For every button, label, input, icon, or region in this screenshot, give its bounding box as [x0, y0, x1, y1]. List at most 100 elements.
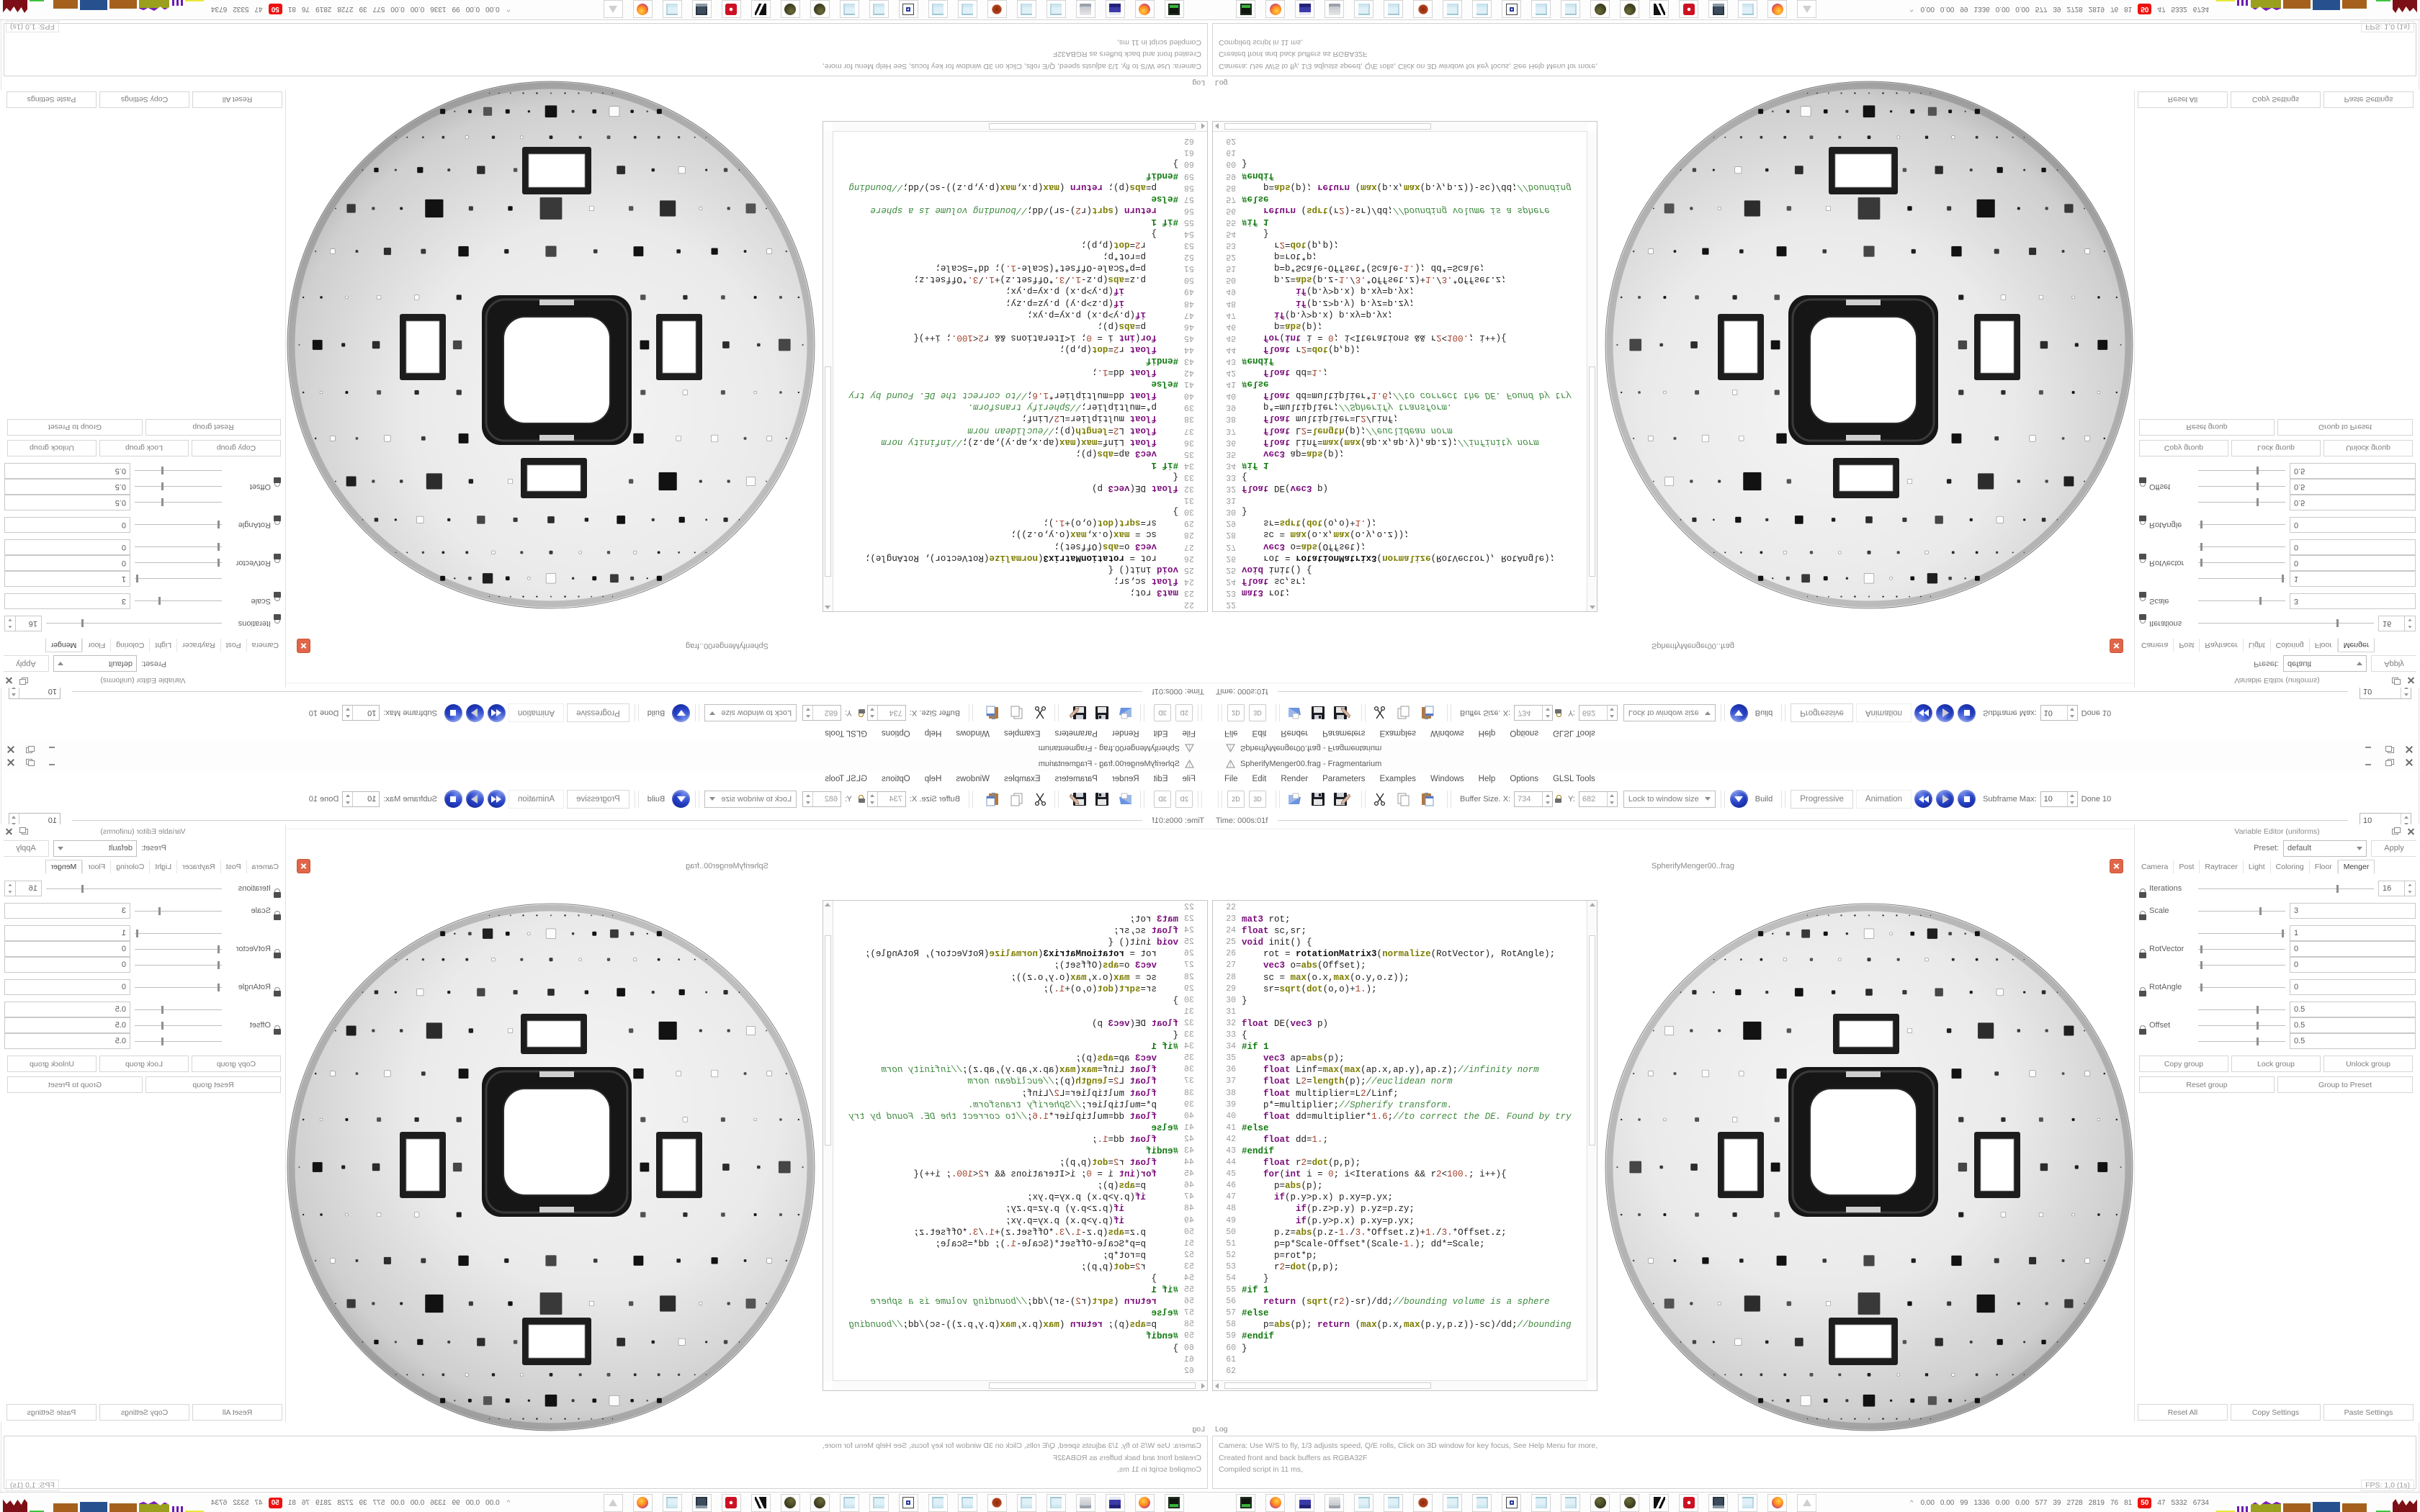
code-line[interactable]: 40 float dd=multiplier*1.6;//to correct …	[848, 1111, 1194, 1122]
code-line[interactable]: 30}	[1173, 995, 1194, 1006]
taskbar-item-moss-sphere-2[interactable]	[781, 0, 800, 19]
code-line[interactable]: 29 sr=sqrt(dot(o,o)+1.);	[1226, 984, 1377, 994]
taskbar-item-moss-sphere-2[interactable]	[1620, 1493, 1639, 1512]
slider-thumb[interactable]	[2257, 1022, 2259, 1030]
code-line[interactable]: 62	[1226, 1366, 1236, 1376]
restore-button[interactable]	[26, 758, 36, 767]
reset-group-button[interactable]: Reset group	[2139, 1076, 2275, 1093]
vscroll-thumb[interactable]	[1589, 366, 1595, 577]
menu-item-help[interactable]: Help	[924, 774, 942, 783]
code-line[interactable]: 47 if(p.y>p.x) p.xy=p.yx;	[1026, 309, 1194, 320]
scroll-up-icon[interactable]	[1590, 606, 1595, 609]
slider-thumb[interactable]	[2336, 885, 2339, 893]
save-as-icon[interactable]	[1069, 705, 1088, 722]
taskbar-item-firefox-2[interactable]	[633, 1493, 653, 1512]
taskbar-item-notepad[interactable]	[1738, 0, 1757, 19]
code-line[interactable]: 54 }	[1226, 228, 1269, 238]
code-line[interactable]: 35 vec3 ap=abs(p);	[1226, 448, 1345, 459]
toolbar-separator[interactable]	[1198, 704, 1202, 722]
code-line[interactable]: 44 float r2=dot(p,p);	[1059, 1158, 1194, 1169]
param-slider[interactable]	[2198, 1021, 2285, 1030]
slider-thumb[interactable]	[135, 930, 138, 937]
code-line[interactable]: 55 #if 1	[1226, 1285, 1269, 1296]
code-line[interactable]: 54 }	[1151, 1274, 1194, 1284]
buffer-y-spinner[interactable]	[1606, 706, 1617, 721]
param-spinner[interactable]	[4, 881, 15, 896]
lock-to-window-size-dropdown[interactable]: Lock to window size	[704, 790, 797, 808]
apply-button[interactable]: Apply	[4, 655, 49, 672]
tab-raytracer[interactable]: Raytracer	[2200, 639, 2244, 652]
taskbar-item-notepad[interactable]	[1384, 0, 1403, 19]
vscroll-thumb[interactable]	[825, 366, 831, 577]
code-line[interactable]: 33{	[1226, 471, 1247, 482]
taskbar-item-hw-monitor[interactable]	[1236, 1493, 1255, 1512]
cut-icon[interactable]	[1031, 791, 1049, 808]
code-line[interactable]: 54 }	[1151, 228, 1194, 238]
save-as-icon[interactable]	[1332, 705, 1351, 722]
code-line[interactable]: 42 float dd=1.;	[1226, 1134, 1329, 1145]
code-line[interactable]: 46 p=abs(p);	[1226, 320, 1323, 331]
code-line[interactable]: 48 if(p.z>p.y) p.yz=p.zy;	[1005, 1204, 1194, 1215]
tab-menger[interactable]: Menger	[45, 859, 83, 874]
copy-group-button[interactable]: Copy group	[192, 1056, 281, 1072]
param-value-input[interactable]: 0	[4, 539, 130, 555]
param-value-input[interactable]: 0.5	[4, 479, 130, 495]
code-line[interactable]: 34 #if 1	[1226, 459, 1269, 470]
param-value-input[interactable]: 0	[4, 941, 130, 957]
code-line[interactable]: 37 float L2=length(p);//euclidean norm	[1226, 1076, 1453, 1087]
param-value-input[interactable]: 1	[4, 571, 130, 587]
build-icon[interactable]	[672, 704, 691, 722]
panel-close-icon[interactable]	[2407, 677, 2415, 685]
save-icon[interactable]	[1309, 705, 1327, 722]
editor-vertical-scrollbar[interactable]	[823, 131, 833, 611]
code-line[interactable]: 28 sc = max(o.x,max(o.y,o.z));	[1010, 529, 1194, 540]
tab-camera[interactable]: Camera	[2136, 639, 2174, 652]
save-as-icon[interactable]	[1069, 791, 1088, 808]
play-button[interactable]	[1936, 704, 1955, 722]
tab-post[interactable]: Post	[2174, 639, 2200, 652]
restore-button[interactable]	[2384, 758, 2394, 767]
progressive-button[interactable]: Progressive	[1791, 703, 1853, 723]
slider-thumb[interactable]	[218, 559, 220, 567]
param-slider[interactable]	[135, 983, 222, 991]
code-line[interactable]: 62	[1184, 1366, 1194, 1376]
param-slider[interactable]	[2198, 1037, 2285, 1045]
reset-group-button[interactable]: Reset group	[2139, 419, 2275, 436]
code-editor[interactable]: 22 23 mat3 rot; 24 float sc,sr; 25 void init()…	[1212, 900, 1597, 1391]
taskbar-item-printer-doc[interactable]	[1076, 1493, 1095, 1512]
editor-horizontal-scrollbar[interactable]	[1213, 1380, 1587, 1390]
tab-menger[interactable]: Menger	[2337, 859, 2375, 874]
code-line[interactable]: 51 p=p*Scale-Offset*(Scale-1.); dd*=Scal…	[1226, 1238, 1485, 1249]
slider-thumb[interactable]	[161, 467, 163, 474]
progressive-button[interactable]: Progressive	[567, 789, 629, 809]
taskbar-item-firefox-2[interactable]	[633, 0, 653, 19]
tab-raytracer[interactable]: Raytracer	[176, 860, 220, 873]
slider-thumb[interactable]	[2259, 907, 2262, 915]
tab-coloring[interactable]: Coloring	[110, 639, 150, 652]
code-line[interactable]: 43 #endif	[1226, 356, 1275, 366]
code-line[interactable]: 36 float Linf=max(max(ap.x,ap.y),ap.z);/…	[1226, 436, 1539, 447]
buffer-x-input[interactable]: 734	[866, 791, 906, 807]
minimize-button[interactable]	[46, 758, 56, 767]
code-line[interactable]: 36 float Linf=max(max(ap.x,ap.y),ap.z);/…	[881, 436, 1194, 447]
menu-item-edit[interactable]: Edit	[1153, 774, 1168, 783]
code-line[interactable]: 31	[1184, 495, 1194, 505]
code-line[interactable]: 50 p.z=abs(p.z-1./3.*Offset.z)+1./3.*Off…	[1226, 1227, 1507, 1238]
tab-camera[interactable]: Camera	[246, 639, 284, 652]
render-viewport[interactable]	[1604, 900, 2134, 1431]
param-slider[interactable]	[2198, 575, 2285, 583]
log-output[interactable]: Camera: Use W/S to fly, 1/3 adjusts spee…	[1212, 1436, 2416, 1489]
code-line[interactable]: 22	[1184, 903, 1194, 912]
copy-icon[interactable]	[1394, 791, 1413, 808]
code-line[interactable]: 40 float dd=multiplier*1.6;//to correct …	[848, 390, 1194, 401]
reset-all-button[interactable]: Reset All	[2138, 1404, 2228, 1421]
tab-light[interactable]: Light	[2244, 860, 2271, 873]
code-line[interactable]: 57 #else	[1226, 193, 1269, 204]
minimize-button[interactable]	[2364, 745, 2374, 754]
code-line[interactable]: 32 float DE(vec3 p)	[1091, 1018, 1194, 1029]
editor-vertical-scrollbar[interactable]	[1587, 901, 1597, 1381]
code-line[interactable]: 61	[1226, 148, 1236, 158]
code-line[interactable]: 48 if(p.z>p.y) p.yz=p.zy;	[1005, 297, 1194, 308]
menu-item-glsl-tools[interactable]: GLSL Tools	[825, 774, 868, 783]
view-3d-button[interactable]: 3D	[1154, 704, 1171, 722]
